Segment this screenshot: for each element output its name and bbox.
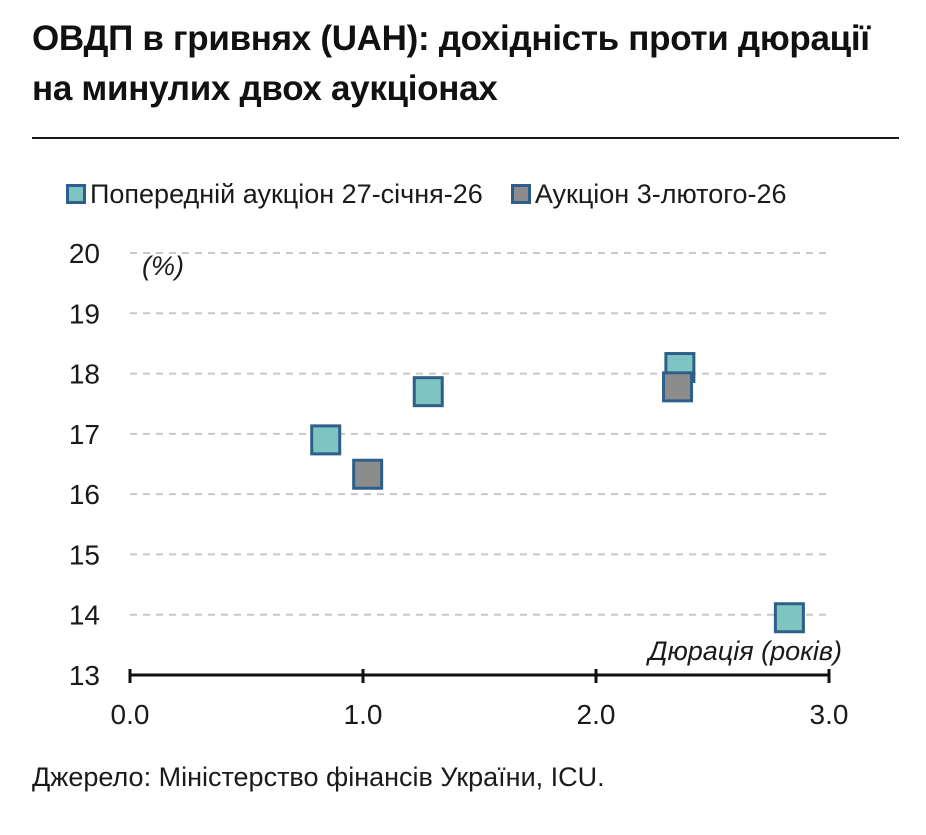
- legend-label-prev: Попередній аукціон 27-січня-26: [90, 178, 483, 209]
- point-curr-auction: [662, 371, 694, 403]
- title-divider: [32, 137, 899, 139]
- legend-swatch-curr: [510, 184, 531, 204]
- x-tick-labels: 0.0 1.0 2.0 3.0: [111, 669, 849, 730]
- y-tick-label: 16: [69, 479, 100, 510]
- point-prev-auction: [310, 424, 342, 456]
- point-prev-auction: [412, 376, 444, 408]
- y-tick-label: 13: [69, 660, 100, 691]
- y-tick-label: 20: [69, 238, 100, 269]
- legend-label-curr: Аукціон 3-лютого-26: [534, 178, 787, 209]
- x-tick-label: 2.0: [577, 699, 616, 730]
- legend-item-curr: Аукціон 3-лютого-26: [510, 178, 787, 210]
- scatter-chart: 13 14 15 16 17 18 19 20 0.0 1.0 2.0 3.0 (%) Дюраці…: [69, 238, 849, 730]
- y-tick-label: 19: [69, 298, 100, 329]
- y-tick-label: 18: [69, 359, 100, 390]
- x-tick-label: 1.0: [344, 699, 383, 730]
- y-axis-label: (%): [142, 251, 184, 281]
- y-tick-label: 17: [69, 419, 100, 450]
- point-prev-auction: [773, 602, 805, 634]
- x-tick-label: 0.0: [111, 699, 150, 730]
- y-tick-label: 14: [69, 600, 100, 631]
- legend: Попередній аукціон 27-січня-26 Аукціон 3…: [66, 176, 815, 212]
- grid-lines: [130, 252, 829, 616]
- data-points: [310, 352, 805, 634]
- point-curr-auction: [352, 458, 384, 490]
- x-tick-label: 3.0: [810, 699, 849, 730]
- x-axis-label: Дюрація (років): [645, 636, 842, 666]
- chart-title: ОВДП в гривнях (UAH): дохідність проти д…: [32, 19, 870, 108]
- y-tick-label: 15: [69, 539, 100, 570]
- source-note: Джерело: Міністерство фінансів України, …: [32, 762, 605, 792]
- legend-swatch-prev: [66, 184, 86, 204]
- legend-item-prev: Попередній аукціон 27-січня-26: [66, 179, 483, 210]
- y-tick-labels: 13 14 15 16 17 18 19 20: [69, 238, 100, 691]
